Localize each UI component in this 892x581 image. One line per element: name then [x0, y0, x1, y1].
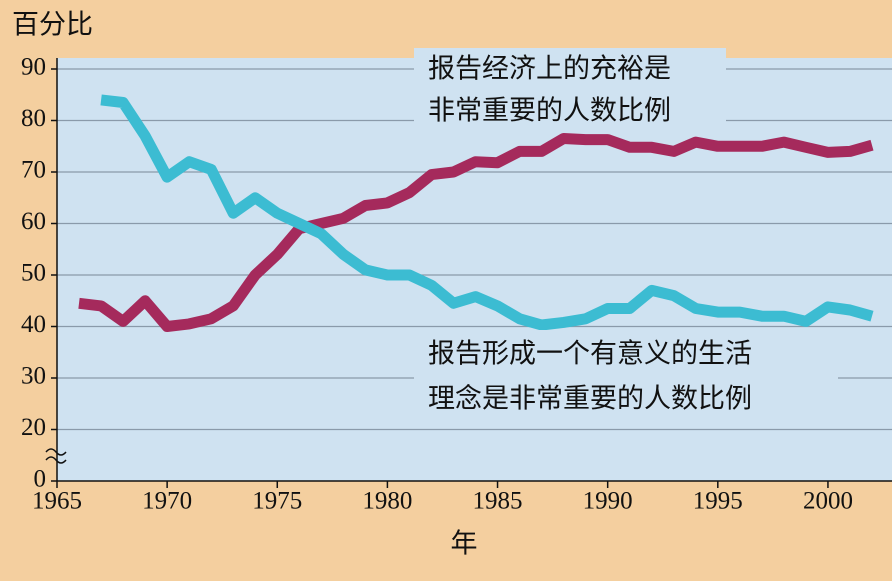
series-line: [78, 133, 874, 332]
x-tick-label: 1965: [32, 488, 82, 515]
x-tick-label: 1975: [252, 488, 302, 515]
x-tick-label: 1995: [693, 488, 743, 515]
y-tick-label: 60: [21, 208, 46, 235]
y-tick-label: 30: [21, 363, 46, 390]
y-tick-label: 90: [21, 54, 46, 81]
y-tick-label: 0: [34, 466, 47, 493]
y-tick-label: 20: [21, 414, 46, 441]
y-tick-label: 80: [21, 105, 46, 132]
y-tick-label: 50: [21, 260, 46, 287]
annotation-box: [414, 48, 726, 130]
x-tick-label: 1990: [583, 488, 633, 515]
x-tick-label: 1985: [473, 488, 523, 515]
annotation-box: [414, 330, 838, 422]
y-tick-label: 40: [21, 311, 46, 338]
x-tick-label: 2000: [803, 488, 853, 515]
annotation: 理念是非常重要的人数比例: [428, 384, 752, 415]
annotation: 报告经济上的充裕是: [428, 54, 671, 85]
y-axis-label: 百分比: [12, 10, 93, 41]
x-tick-label: 1970: [142, 488, 192, 515]
x-tick-label: 1980: [362, 488, 412, 515]
x-axis-label: 年: [451, 529, 478, 560]
annotation: 非常重要的人数比例: [428, 96, 671, 127]
axis-break: [45, 448, 67, 464]
annotation: 报告形成一个有意义的生活: [428, 339, 752, 370]
y-tick-label: 70: [21, 157, 46, 184]
series-line: [100, 94, 874, 331]
